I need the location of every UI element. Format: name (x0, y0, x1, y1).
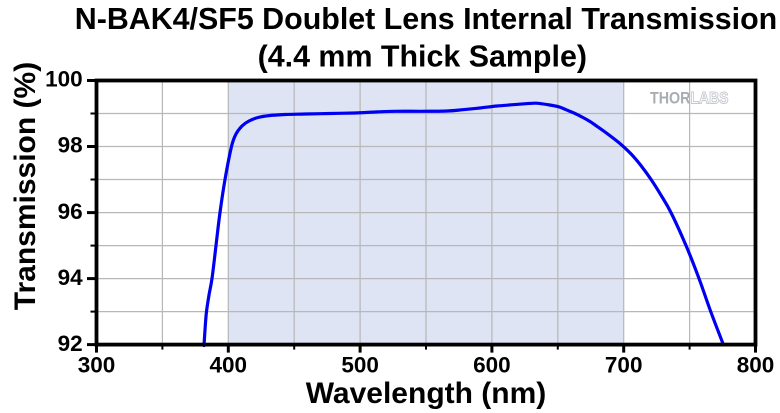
svg-text:THOR: THOR (650, 89, 691, 107)
svg-text:400: 400 (210, 353, 248, 378)
svg-text:700: 700 (605, 353, 643, 378)
svg-text:600: 600 (473, 353, 511, 378)
svg-text:LABS: LABS (691, 89, 729, 107)
svg-text:(4.4 mm Thick Sample): (4.4 mm Thick Sample) (258, 40, 587, 74)
svg-text:Wavelength (nm): Wavelength (nm) (306, 377, 547, 410)
svg-text:800: 800 (737, 353, 775, 378)
svg-text:98: 98 (58, 133, 83, 158)
svg-text:300: 300 (78, 353, 116, 378)
svg-text:500: 500 (341, 353, 379, 378)
svg-text:92: 92 (58, 331, 83, 356)
svg-text:100: 100 (45, 67, 83, 92)
svg-text:94: 94 (58, 265, 84, 290)
svg-text:N-BAK4/SF5 Doublet Lens Intern: N-BAK4/SF5 Doublet Lens Internal Transmi… (75, 2, 778, 36)
svg-text:96: 96 (58, 199, 83, 224)
svg-text:Transmission (%): Transmission (%) (9, 62, 42, 310)
